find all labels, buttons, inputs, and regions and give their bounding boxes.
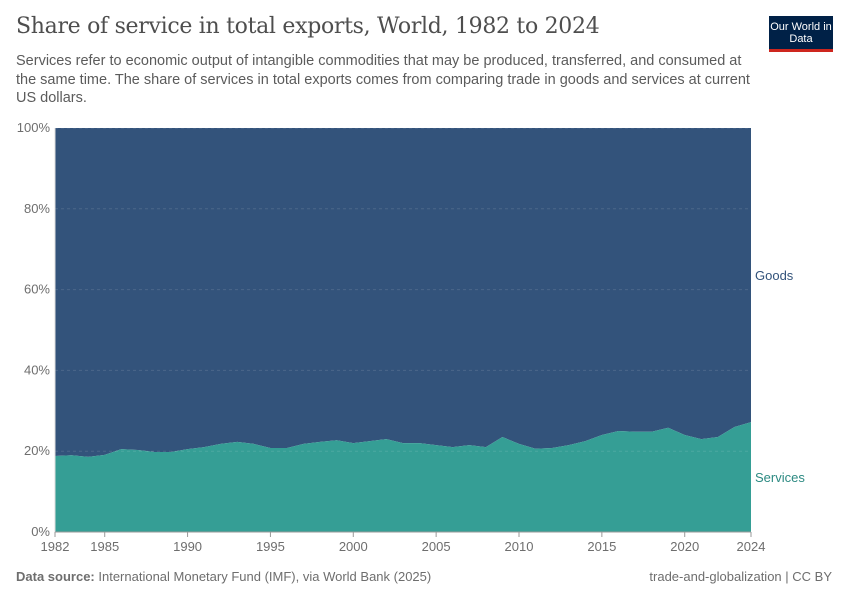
x-tick-label: 1990 [173,539,202,554]
x-tick-label: 1982 [41,539,70,554]
chart-subtitle: Services refer to economic output of int… [16,53,750,106]
x-tick-label: 2000 [339,539,368,554]
legend-goods: Goods [755,268,794,283]
x-tick-label: 2015 [587,539,616,554]
x-tick-label: 2005 [422,539,451,554]
y-tick-label: 100% [17,120,51,135]
y-tick-label: 60% [24,282,50,297]
data-source: Data source: International Monetary Fund… [16,569,431,584]
y-tick-label: 40% [24,362,50,377]
x-tick-label: 1985 [90,539,119,554]
source-text[interactable]: International Monetary Fund (IMF), via W… [98,569,432,584]
goods-area [55,128,751,457]
y-tick-label: 80% [24,201,50,216]
source-label: Data source: [16,569,95,584]
chart-title: Share of service in total exports, World… [16,14,600,39]
services-area [55,422,751,532]
y-tick-label: 20% [24,443,50,458]
y-tick-label: 0% [31,524,50,539]
owid-logo[interactable]: Our World in Data [769,16,833,52]
legend-services: Services [755,470,805,485]
x-tick-label: 2024 [737,539,766,554]
license[interactable]: trade-and-globalization | CC BY [649,569,832,584]
x-tick-label: 2010 [505,539,534,554]
x-tick-label: 1995 [256,539,285,554]
x-tick-label: 2020 [670,539,699,554]
